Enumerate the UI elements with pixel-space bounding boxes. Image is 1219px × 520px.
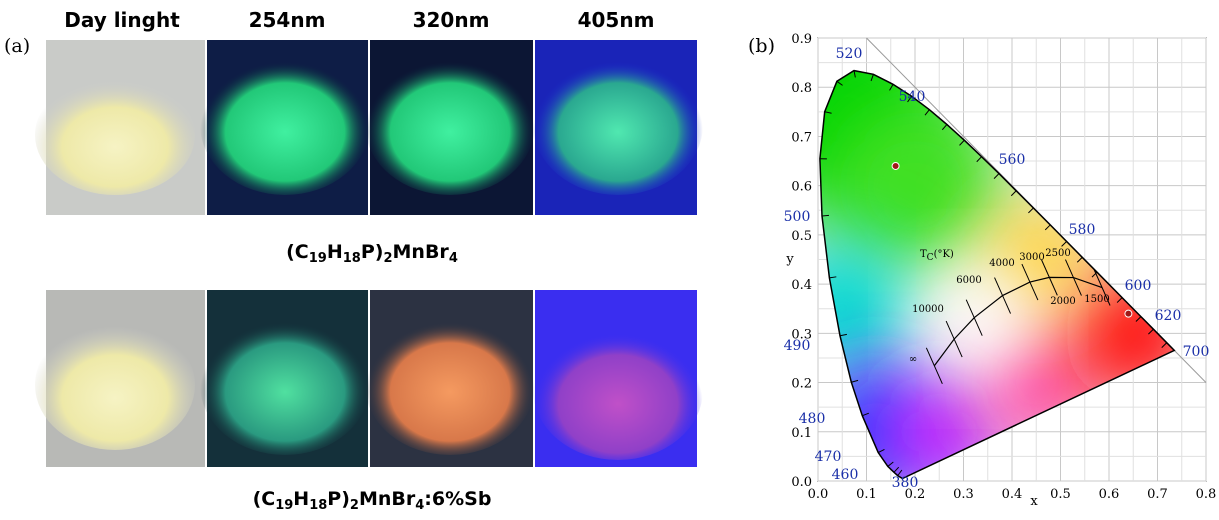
x-tick-label: 0.4 — [1002, 487, 1023, 502]
temperature-label: 10000 — [912, 304, 944, 315]
caption-part: MnBr — [359, 488, 416, 510]
x-tick-label: 0.5 — [1050, 487, 1071, 502]
headers: Day linght 254nm 320nm 405nm — [64, 8, 654, 32]
caption-part: 4 — [415, 498, 424, 513]
caption-part: 2 — [350, 498, 359, 513]
column-header: 320nm — [413, 8, 490, 32]
locus-tick — [822, 215, 829, 216]
caption-part: (C — [253, 488, 276, 510]
photo — [200, 315, 370, 455]
column-header: Day linght — [64, 8, 180, 32]
temperature-label: 1500 — [1084, 294, 1109, 305]
caption-part: P) — [361, 241, 384, 263]
wavelength-label: 460 — [832, 467, 859, 483]
temperature-label: 2500 — [1045, 248, 1070, 259]
caption-part: MnBr — [393, 241, 450, 263]
temperature-label: 6000 — [956, 275, 981, 286]
y-axis-label: y — [785, 252, 794, 267]
wavelength-label: 540 — [899, 89, 926, 105]
photo — [533, 55, 703, 195]
temperature-label: 2000 — [1050, 296, 1075, 307]
panel-label: (a) — [4, 35, 30, 57]
y-tick-label: 0.8 — [791, 81, 812, 96]
photo — [200, 55, 370, 195]
x-axis-label: x — [1030, 494, 1038, 509]
wavelength-label: 560 — [999, 152, 1026, 168]
data-point — [892, 162, 899, 169]
caption-part: 4 — [449, 251, 458, 266]
wavelength-label: 500 — [784, 209, 811, 225]
temperature-label: ∞ — [909, 354, 917, 365]
wavelength-label: 520 — [836, 46, 863, 62]
temperature-label: 3000 — [1019, 252, 1044, 263]
wavelength-label: 380 — [892, 475, 919, 491]
caption-part: :6%Sb — [424, 488, 491, 510]
y-tick-label: 0.6 — [791, 180, 812, 195]
wavelength-label: 490 — [784, 338, 811, 354]
column-header: 405nm — [578, 8, 655, 32]
photo — [35, 75, 195, 195]
x-tick-label: 0.6 — [1099, 487, 1120, 502]
x-tick-label: 0.8 — [1196, 487, 1217, 502]
wavelength-label: 470 — [815, 449, 842, 465]
photo — [533, 320, 703, 460]
caption-part: 19 — [309, 251, 327, 266]
y-tick-label: 0.0 — [791, 475, 812, 490]
wavelength-label: 600 — [1125, 278, 1152, 294]
y-tick-label: 0.4 — [791, 278, 812, 293]
temperature-label: 4000 — [989, 258, 1014, 269]
caption-part: 18 — [343, 251, 361, 266]
caption-part: H — [327, 241, 343, 263]
wavelength-label: 480 — [799, 411, 826, 427]
caption: (C19H18P)2MnBr4:6%Sb — [253, 488, 492, 513]
wavelength-label: 620 — [1155, 308, 1182, 324]
caption-part: 19 — [275, 498, 293, 513]
caption: (C19H18P)2MnBr4 — [286, 241, 458, 266]
caption-part: 2 — [383, 251, 392, 266]
caption-part: P) — [327, 488, 350, 510]
y-tick-label: 0.2 — [791, 377, 812, 392]
column-header: 254nm — [249, 8, 326, 32]
photo — [35, 320, 195, 450]
caption-part: (C — [286, 241, 309, 263]
y-tick-label: 0.1 — [791, 426, 812, 441]
y-tick-label: 0.7 — [791, 130, 812, 145]
x-tick-label: 0.1 — [856, 487, 877, 502]
photo — [365, 315, 535, 455]
photo — [365, 55, 535, 195]
x-tick-label: 0.7 — [1147, 487, 1168, 502]
wavelength-label: 700 — [1183, 344, 1210, 360]
y-tick-label: 0.5 — [791, 229, 812, 244]
data-point — [1125, 310, 1132, 317]
y-tick-label: 0.9 — [791, 32, 812, 47]
temperature-title-part: (°K) — [934, 249, 954, 260]
figure: (a) Day linght254nm320nm405nm (C19H18P)2… — [0, 0, 1219, 520]
caption-part: H — [293, 488, 309, 510]
x-tick-label: 0.3 — [953, 487, 974, 502]
wavelength-label: 580 — [1069, 222, 1096, 238]
panel-label: (b) — [748, 35, 775, 57]
caption-part: 18 — [309, 498, 327, 513]
